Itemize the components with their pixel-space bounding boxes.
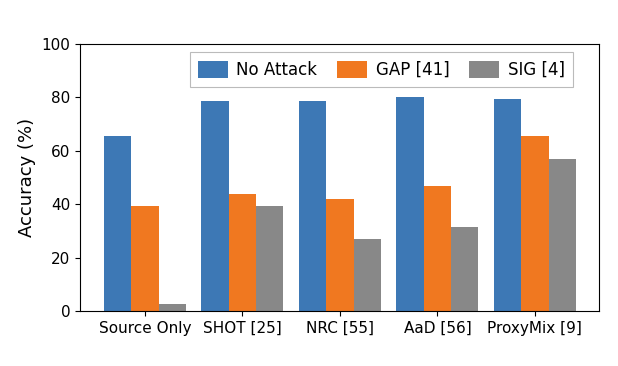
Bar [229,194,256,311]
Bar [353,239,381,311]
Bar [326,199,353,311]
Y-axis label: Accuracy (%): Accuracy (%) [18,118,36,237]
Bar [494,99,521,311]
Bar [424,186,451,311]
Bar [549,159,576,311]
Bar [451,227,478,311]
Bar [131,206,159,311]
Bar [299,101,326,311]
Bar [201,101,229,311]
Bar [104,136,131,311]
Bar [159,305,186,311]
Bar [256,206,283,311]
Legend: No Attack, GAP [41], SIG [4]: No Attack, GAP [41], SIG [4] [190,52,573,87]
Bar [521,136,549,311]
Bar [397,97,424,311]
